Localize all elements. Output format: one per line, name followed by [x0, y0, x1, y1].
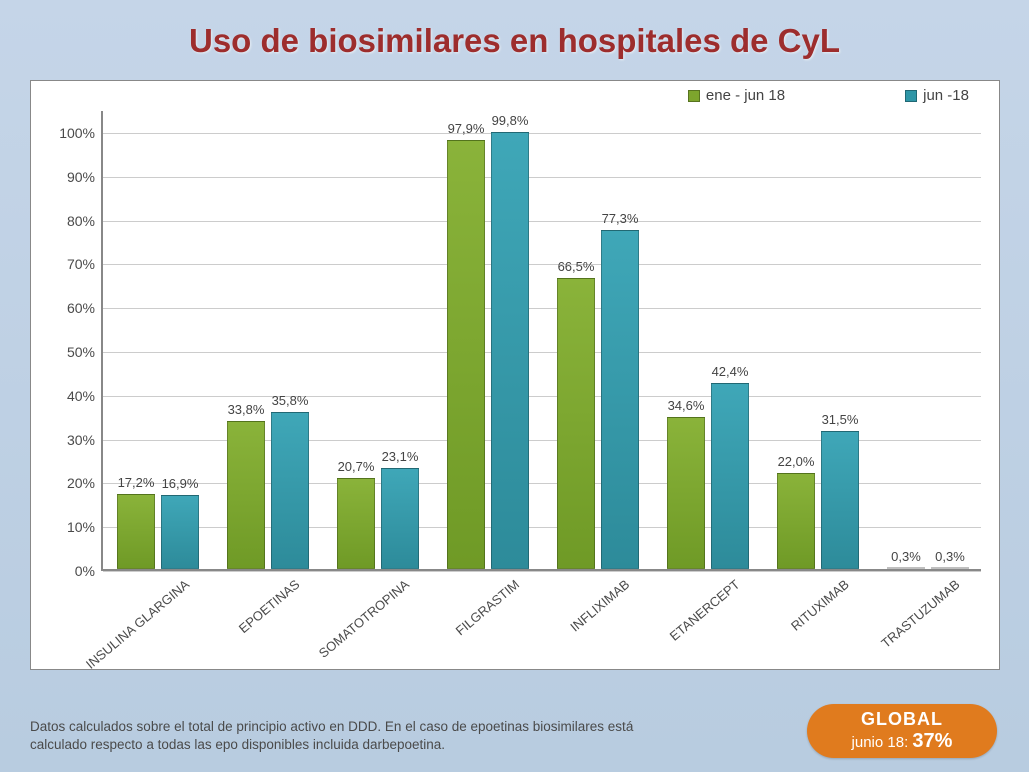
data-label: 77,3%: [590, 211, 650, 226]
bar: [557, 278, 595, 569]
badge-subtitle-prefix: junio 18:: [852, 734, 913, 751]
ytick-label: 100%: [59, 125, 103, 141]
ytick-label: 10%: [67, 519, 103, 535]
xtick-label: INFLIXIMAB: [561, 569, 632, 635]
legend-label-1: jun -18: [923, 87, 969, 104]
bar: [601, 230, 639, 569]
legend: ene - jun 18 jun -18: [688, 87, 969, 104]
bar: [711, 383, 749, 569]
gridline: [103, 308, 981, 309]
data-label: 35,8%: [260, 393, 320, 408]
legend-swatch-0: [688, 90, 700, 102]
gridline: [103, 133, 981, 134]
xtick-label: ETANERCEPT: [660, 569, 742, 644]
ytick-label: 90%: [67, 169, 103, 185]
ytick-label: 50%: [67, 344, 103, 360]
data-label: 16,9%: [150, 476, 210, 491]
bar: [777, 473, 815, 569]
bar: [821, 431, 859, 569]
badge-title: GLOBAL: [807, 709, 997, 730]
gridline: [103, 396, 981, 397]
xtick-label: RITUXIMAB: [782, 569, 852, 634]
data-label: 34,6%: [656, 398, 716, 413]
bar: [931, 567, 969, 569]
bar: [381, 468, 419, 569]
bar: [161, 495, 199, 569]
ytick-label: 20%: [67, 475, 103, 491]
data-label: 66,5%: [546, 259, 606, 274]
xtick-label: SOMATOTROPINA: [309, 569, 412, 661]
legend-swatch-1: [905, 90, 917, 102]
legend-label-0: ene - jun 18: [706, 87, 785, 104]
gridline: [103, 352, 981, 353]
plot-area: 0%10%20%30%40%50%60%70%80%90%100%17,2%16…: [101, 111, 981, 571]
gridline: [103, 177, 981, 178]
data-label: 42,4%: [700, 364, 760, 379]
xtick-label: EPOETINAS: [229, 569, 302, 636]
gridline: [103, 221, 981, 222]
chart-panel: ene - jun 18 jun -18 0%10%20%30%40%50%60…: [30, 80, 1000, 670]
data-label: 99,8%: [480, 113, 540, 128]
gridline: [103, 571, 981, 572]
bar: [271, 412, 309, 569]
data-label: 23,1%: [370, 449, 430, 464]
ytick-label: 80%: [67, 213, 103, 229]
xtick-label: FILGRASTIM: [446, 569, 522, 638]
xtick-label: INSULINA GLARGINA: [76, 569, 192, 672]
data-label: 0,3%: [920, 549, 980, 564]
ytick-label: 60%: [67, 300, 103, 316]
bar: [117, 494, 155, 569]
data-label: 22,0%: [766, 454, 826, 469]
xtick-label: TRASTUZUMAB: [871, 569, 962, 651]
bar: [887, 567, 925, 569]
ytick-label: 40%: [67, 388, 103, 404]
legend-item-0: ene - jun 18: [688, 87, 785, 104]
legend-item-1: jun -18: [905, 87, 969, 104]
bar: [447, 140, 485, 569]
footer-note: Datos calculados sobre el total de princ…: [30, 718, 650, 754]
badge-value: 37%: [912, 730, 952, 752]
bar: [337, 478, 375, 569]
bar: [667, 417, 705, 569]
bar: [491, 132, 529, 569]
global-badge: GLOBAL junio 18: 37%: [807, 704, 997, 758]
data-label: 31,5%: [810, 412, 870, 427]
ytick-label: 70%: [67, 256, 103, 272]
badge-subtitle: junio 18: 37%: [807, 730, 997, 753]
gridline: [103, 264, 981, 265]
ytick-label: 0%: [75, 563, 103, 579]
page-title: Uso de biosimilares en hospitales de CyL: [0, 0, 1029, 60]
ytick-label: 30%: [67, 432, 103, 448]
bar: [227, 421, 265, 569]
